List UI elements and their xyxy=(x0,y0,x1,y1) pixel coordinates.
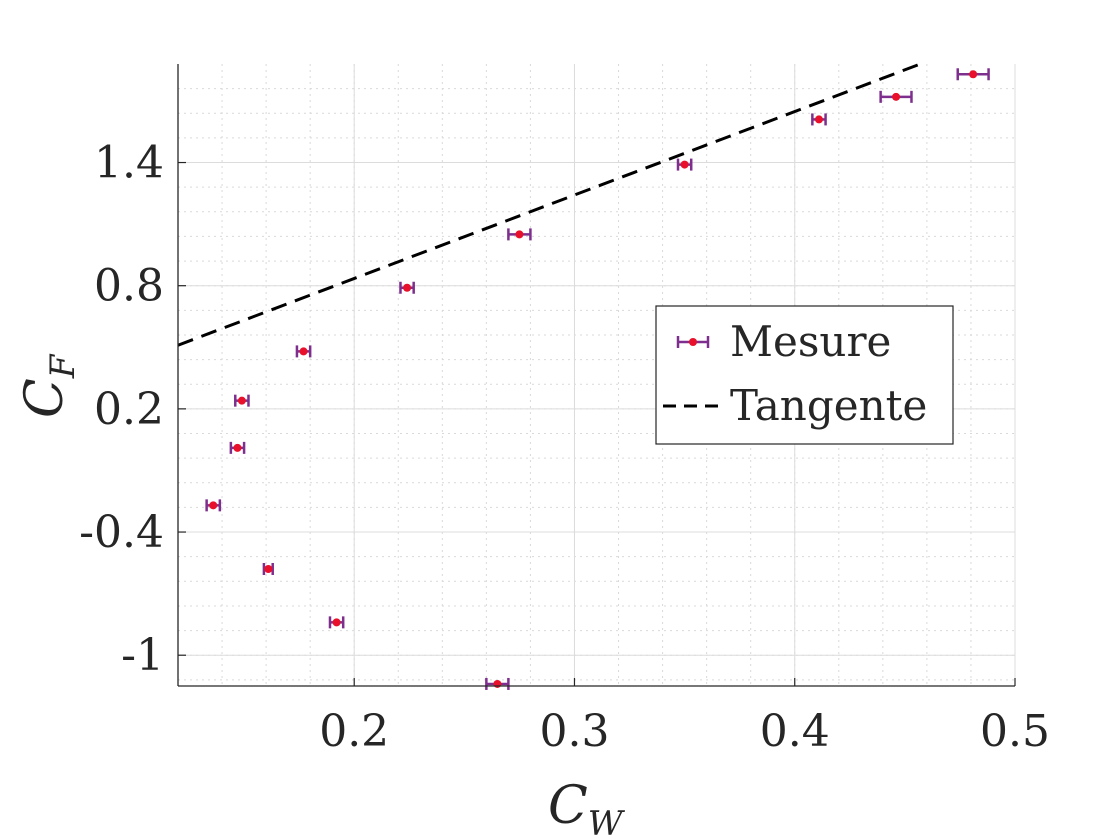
legend: Mesure Tangente xyxy=(655,305,954,445)
data-point-marker xyxy=(233,443,242,452)
data-point-marker xyxy=(209,501,218,510)
data-point-marker xyxy=(332,618,341,627)
tangent-line xyxy=(177,62,921,347)
data-point xyxy=(234,394,250,407)
y-tick-label: -0.4 xyxy=(79,507,164,558)
data-point xyxy=(879,90,913,103)
data-point-marker xyxy=(264,564,273,573)
data-point-marker xyxy=(403,283,412,292)
x-tick-label: 0.2 xyxy=(319,706,389,757)
data-point xyxy=(399,281,415,294)
x-axis-label-sub: W xyxy=(588,804,626,840)
legend-box xyxy=(655,305,954,445)
y-tick-label: 0.2 xyxy=(94,384,164,435)
data-points xyxy=(205,68,990,690)
data-point-marker xyxy=(515,230,524,239)
x-tick-label: 0.3 xyxy=(539,706,609,757)
y-tick-label: 0.8 xyxy=(94,261,164,312)
tick-labels: 0.2 0.3 0.4 0.5 -1 -0.4 0.2 0.8 1.4 xyxy=(79,138,1050,757)
data-point-marker xyxy=(814,115,823,124)
data-point-marker xyxy=(237,396,246,405)
data-point xyxy=(205,499,222,512)
y-tick-label: 1.4 xyxy=(94,138,164,189)
y-axis-label-sub: F xyxy=(43,353,83,379)
y-tick-label: -1 xyxy=(121,630,164,681)
data-point xyxy=(229,441,246,454)
legend-label-tangente: Tangente xyxy=(730,381,927,430)
data-point-marker xyxy=(299,347,308,356)
x-tick-label: 0.5 xyxy=(980,706,1050,757)
data-point xyxy=(956,68,990,81)
tangent-layer xyxy=(177,62,921,347)
data-point-marker xyxy=(680,160,689,169)
x-axis-label: CW xyxy=(548,776,626,840)
data-point xyxy=(328,616,345,629)
data-point xyxy=(507,228,532,241)
legend-item-mesure: Mesure xyxy=(676,317,891,366)
data-point xyxy=(676,158,693,171)
y-axis-label: CF xyxy=(15,353,83,418)
legend-label-mesure: Mesure xyxy=(730,317,891,366)
data-point xyxy=(811,113,827,126)
y-axis-label-main: C xyxy=(15,378,75,418)
data-point-marker xyxy=(969,70,978,79)
data-point xyxy=(295,345,312,358)
data-point-marker xyxy=(493,679,502,688)
legend-marker-icon xyxy=(689,338,697,346)
axes xyxy=(177,64,1016,687)
x-axis-label-main: C xyxy=(548,776,588,836)
x-tick-label: 0.4 xyxy=(760,706,830,757)
data-point xyxy=(262,562,274,575)
legend-item-tangente: Tangente xyxy=(663,381,927,430)
data-point-marker xyxy=(892,92,901,101)
